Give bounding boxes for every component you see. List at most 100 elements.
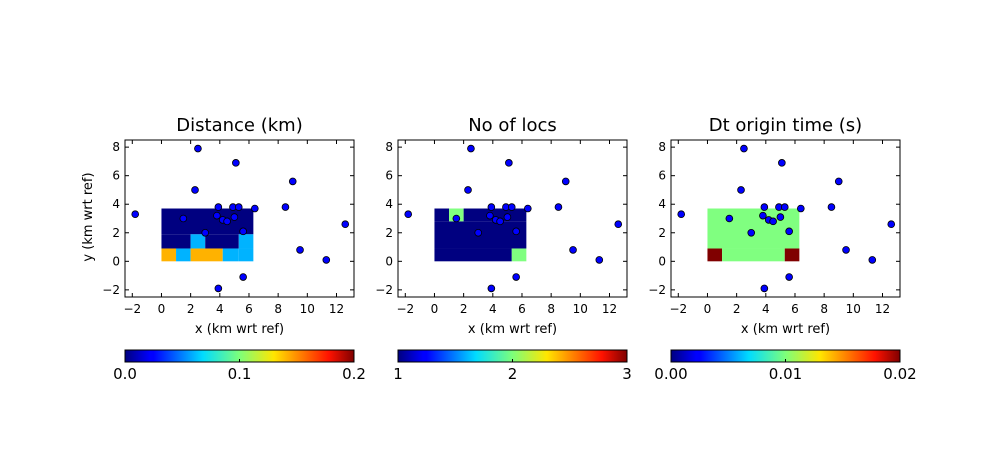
no-of-locs-station-point-19 (569, 246, 577, 254)
no-of-locs-station-point-2 (464, 186, 472, 194)
no-of-locs-station-point-11 (503, 213, 512, 221)
no-of-locs-ytick-label-5: 8 (385, 140, 393, 154)
distance-cell-2 (190, 248, 223, 262)
no-of-locs-station-point-4 (474, 228, 483, 237)
distance-station-point-14 (239, 227, 247, 236)
dt-origin-time-cell-0 (707, 248, 723, 262)
dt-origin-time-station-point-14 (785, 227, 793, 236)
no-of-locs-xtick-label-3: 4 (489, 302, 497, 316)
no-of-locs-colorbar-tick-label-2: 3 (622, 365, 632, 383)
distance-station-point-6 (214, 203, 223, 211)
distance-cell-5 (161, 234, 191, 249)
dt-origin-time-station-point-5 (759, 211, 767, 220)
dt-origin-time-ytick-label-0: −2 (648, 283, 666, 297)
panel-distance-frame (124, 139, 355, 298)
no-of-locs-station-point-14 (512, 227, 520, 236)
panel-distance-cells (161, 208, 254, 262)
distance-station-point-15 (239, 273, 247, 281)
panel-distance-yticks: −2 0 2 4 6 8 (102, 140, 354, 297)
no-of-locs-station-point-0 (404, 210, 413, 219)
no-of-locs-xtick-label-7: 12 (602, 302, 617, 316)
distance-xtick-label-5: 8 (274, 302, 282, 316)
panel-dt-origin-time-cells (707, 208, 800, 262)
distance-colorbar-tick-label-2: 0.2 (342, 365, 366, 383)
no-of-locs-station-point-6 (487, 203, 496, 211)
no-of-locs-cell-3 (434, 208, 450, 222)
distance-ytick-label-4: 6 (112, 169, 120, 183)
panel-no-of-locs-title: No of locs (468, 115, 557, 136)
panel-dt-origin-time-xlabel: x (km wrt ref) (741, 322, 830, 337)
distance-colorbar-tick-label-0: 0.0 (113, 365, 137, 383)
panel-no-of-locs-colorbar-ticks: 1 2 3 (393, 359, 632, 383)
dt-origin-time-ytick-label-2: 2 (658, 226, 666, 240)
dt-origin-time-ytick-label-4: 6 (658, 169, 666, 183)
distance-ytick-label-0: −2 (102, 283, 120, 297)
distance-station-point-11 (230, 213, 239, 221)
panel-distance-colorbar-ticks: 0.0 0.1 0.2 (113, 359, 366, 383)
distance-ytick-label-2: 2 (112, 226, 120, 240)
no-of-locs-station-point-13 (507, 203, 516, 211)
dt-origin-time-xtick-label-6: 10 (846, 302, 861, 316)
distance-xtick-label-3: 4 (216, 302, 224, 316)
distance-station-point-21 (341, 220, 350, 229)
dt-origin-time-station-point-19 (842, 246, 850, 254)
dt-origin-time-station-point-1 (725, 214, 734, 223)
distance-xtick-label-6: 10 (300, 302, 315, 316)
panel-dt-origin-time-xticks: −2 0 2 4 6 8 10 12 (669, 140, 890, 316)
dt-origin-time-station-point-7 (760, 284, 769, 293)
distance-ytick-label-3: 4 (112, 197, 120, 211)
panel-distance-xlabel: x (km wrt ref) (195, 322, 284, 337)
distance-station-point-16 (251, 204, 259, 213)
no-of-locs-station-point-17 (554, 203, 563, 211)
panel-dt-origin-time: Dt origin time (s) x (km wrt ref) −2 0 2 4 6… (648, 115, 916, 383)
distance-cell-7 (205, 234, 239, 249)
no-of-locs-station-point-5 (486, 211, 494, 220)
no-of-locs-colorbar-tick-label-0: 1 (393, 365, 403, 383)
no-of-locs-cell-1 (511, 248, 527, 262)
distance-cell-8 (238, 234, 254, 249)
no-of-locs-station-point-21 (614, 220, 623, 229)
no-of-locs-station-point-7 (487, 284, 496, 293)
distance-xtick-label-4: 6 (245, 302, 253, 316)
distance-cell-1 (176, 248, 191, 262)
distance-station-point-2 (191, 186, 199, 194)
shared-y-axis-label: y (km wrt ref) (81, 172, 96, 261)
no-of-locs-xtick-label-5: 8 (547, 302, 555, 316)
distance-station-point-9 (223, 217, 231, 226)
no-of-locs-ytick-label-1: 0 (385, 254, 393, 268)
panel-distance-xticks: −2 0 2 4 6 8 10 12 (123, 140, 344, 316)
distance-station-point-7 (214, 284, 223, 293)
distance-station-point-5 (213, 211, 221, 220)
dt-origin-time-xtick-label-2: 2 (733, 302, 741, 316)
distance-station-point-18 (288, 177, 297, 186)
dt-origin-time-station-point-13 (780, 203, 789, 211)
no-of-locs-xtick-label-2: 2 (460, 302, 468, 316)
no-of-locs-ytick-label-0: −2 (375, 283, 393, 297)
no-of-locs-colorbar-tick-label-1: 2 (508, 365, 518, 383)
distance-station-point-1 (179, 214, 188, 223)
dt-origin-time-xtick-label-7: 12 (875, 302, 890, 316)
no-of-locs-station-point-3 (467, 144, 475, 153)
no-of-locs-station-point-18 (561, 177, 570, 186)
distance-xtick-label-0: −2 (123, 302, 141, 316)
dt-origin-time-station-point-3 (740, 144, 748, 153)
distance-xtick-label-2: 2 (187, 302, 195, 316)
distance-station-point-19 (296, 246, 304, 254)
dt-origin-time-station-point-9 (769, 217, 777, 226)
distance-station-point-20 (322, 256, 331, 264)
panel-dt-origin-time-frame (670, 139, 901, 298)
panel-no-of-locs-xticks: −2 0 2 4 6 8 10 12 (396, 140, 617, 316)
dt-origin-time-ytick-label-1: 0 (658, 254, 666, 268)
dt-origin-time-station-point-16 (797, 204, 805, 213)
dt-origin-time-xtick-label-1: 0 (704, 302, 712, 316)
no-of-locs-cell-0 (434, 248, 512, 262)
distance-xtick-label-7: 12 (329, 302, 344, 316)
distance-cell-3 (222, 248, 239, 262)
dt-origin-time-xtick-label-0: −2 (669, 302, 687, 316)
dt-origin-time-cell-2 (784, 248, 800, 262)
dt-origin-time-ytick-label-5: 8 (658, 140, 666, 154)
distance-station-point-17 (281, 203, 290, 211)
no-of-locs-ytick-label-4: 6 (385, 169, 393, 183)
dt-origin-time-cell-3 (707, 208, 800, 249)
